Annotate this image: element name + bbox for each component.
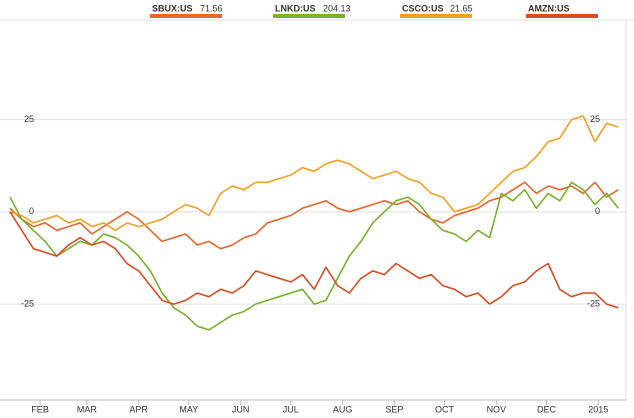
x-tick-label: MAR	[77, 404, 98, 414]
x-tick-label: DEC	[537, 404, 557, 414]
x-tick-label: SEP	[385, 404, 403, 414]
series-line	[9, 211, 619, 309]
x-tick-label: AUG	[333, 404, 353, 414]
x-tick-label: MAY	[179, 404, 198, 414]
x-tick-label: APR	[129, 404, 148, 414]
legend-value: 71.56	[200, 3, 223, 13]
y-tick-label: 0	[29, 206, 34, 216]
y-tick-label-right: 25	[590, 114, 600, 124]
legend-swatch	[526, 14, 598, 18]
legend-value: 204.13	[323, 3, 351, 13]
legend-swatch	[273, 14, 345, 18]
y-tick-label-right: 0	[595, 206, 600, 216]
x-tick-label: JUN	[232, 404, 250, 414]
series-line	[9, 181, 619, 250]
x-tick-label: NOV	[487, 404, 507, 414]
legend-name: CSCO:US	[402, 3, 444, 13]
y-tick-label: 25	[24, 114, 34, 124]
x-tick-label: 2015	[588, 404, 608, 414]
x-tick-label: FEB	[31, 404, 49, 414]
legend-name: LNKD:US	[275, 3, 316, 13]
x-tick-label: JUL	[283, 404, 299, 414]
y-tick-label: -25	[21, 298, 34, 308]
legend-name: AMZN:US	[528, 3, 570, 13]
legend-swatch	[150, 14, 222, 18]
y-tick-label-right: -25	[587, 298, 600, 308]
series-line	[9, 181, 619, 331]
legend-swatch	[400, 14, 472, 18]
legend-value: 21.65	[450, 3, 473, 13]
series-line	[9, 115, 619, 232]
x-tick-label: OCT	[435, 404, 455, 414]
legend-name: SBUX:US	[152, 3, 193, 13]
